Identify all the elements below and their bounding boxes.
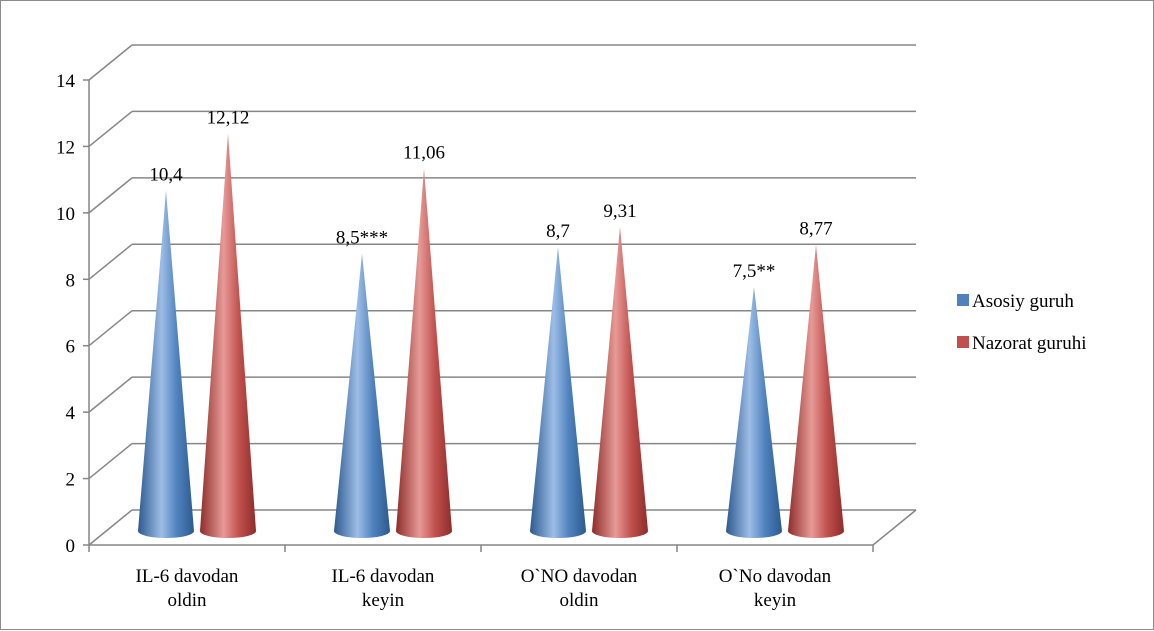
y-tick-label: 8 (66, 270, 76, 291)
category-label: IL-6 davodan oldin (136, 566, 239, 611)
y-tick-label: 6 (66, 337, 76, 358)
data-label: 12,12 (207, 107, 250, 128)
data-labels: 10,4 12,12 8,5*** 11,06 8,7 9,31 7,5** 8,77 (149, 107, 832, 281)
gridline-diagonal (88, 310, 133, 347)
legend-entry: Nazorat guruhi (957, 333, 1086, 354)
gridline-diagonal (88, 44, 133, 81)
cone-asosiy-3 (530, 247, 586, 539)
gridline-diagonal (88, 442, 133, 480)
category-label-line: keyin (362, 590, 405, 611)
legend-swatch (957, 336, 969, 348)
cone-nazorat-2 (396, 168, 452, 538)
legend-label: Asosiy guruh (972, 291, 1074, 312)
y-tick-label: 12 (56, 137, 75, 158)
category-label: O`No davodan keyin (719, 566, 832, 611)
legend-entry: Asosiy guruh (957, 291, 1074, 312)
gridline-diagonal (88, 376, 133, 413)
cone-body (200, 133, 256, 538)
category-label-line: IL-6 davodan (332, 566, 435, 587)
data-label: 7,5** (733, 261, 776, 282)
gridline-diagonal (88, 110, 133, 148)
data-label: 8,7 (546, 221, 570, 242)
data-label: 11,06 (403, 143, 445, 164)
y-axis-ticks: 0 2 4 6 8 10 12 14 (56, 71, 89, 557)
y-tick-label: 14 (56, 71, 76, 92)
x-axis (88, 545, 874, 552)
category-label-line: keyin (754, 590, 797, 611)
cone-body (726, 286, 782, 538)
category-label-line: oldin (559, 590, 599, 611)
gridline-diagonal (88, 509, 133, 546)
cone-body (530, 247, 586, 539)
y-tick-label: 2 (66, 470, 76, 491)
y-tick-label: 4 (66, 403, 76, 424)
floor-right-edge (872, 509, 917, 546)
category-label-line: oldin (167, 590, 207, 611)
legend-label: Nazorat guruhi (972, 333, 1086, 354)
cone-nazorat-3 (592, 226, 648, 538)
cone-body (592, 226, 648, 538)
cone-asosiy-2 (334, 253, 390, 538)
cone-nazorat-1 (200, 133, 256, 538)
cone-body (788, 244, 844, 539)
data-label: 9,31 (603, 201, 636, 222)
gridline-diagonal (88, 177, 133, 214)
cone-body (138, 190, 194, 539)
cone-asosiy-4 (726, 286, 782, 538)
legend-swatch (957, 294, 969, 306)
data-label: 8,77 (799, 219, 832, 240)
category-labels: IL-6 davodan oldin IL-6 davodan keyin O`NO d… (136, 566, 832, 611)
y-tick-label: 0 (66, 536, 76, 557)
cone-marks (138, 133, 844, 539)
legend: Asosiy guruh Nazorat guruhi (957, 291, 1086, 354)
category-label: O`NO davodan oldin (521, 566, 638, 611)
category-label: IL-6 davodan keyin (332, 566, 435, 611)
category-label-line: IL-6 davodan (136, 566, 239, 587)
cone-body (396, 168, 452, 538)
gridline-diagonal (88, 243, 133, 280)
cone-nazorat-4 (788, 244, 844, 539)
category-label-line: O`NO davodan (521, 566, 638, 587)
y-tick-label: 10 (56, 204, 75, 225)
category-label-line: O`No davodan (719, 566, 832, 587)
data-label: 10,4 (149, 165, 183, 186)
gridlines (88, 44, 916, 546)
cone-body (334, 253, 390, 538)
cone-asosiy-1 (138, 190, 194, 539)
data-label: 8,5*** (336, 228, 388, 249)
